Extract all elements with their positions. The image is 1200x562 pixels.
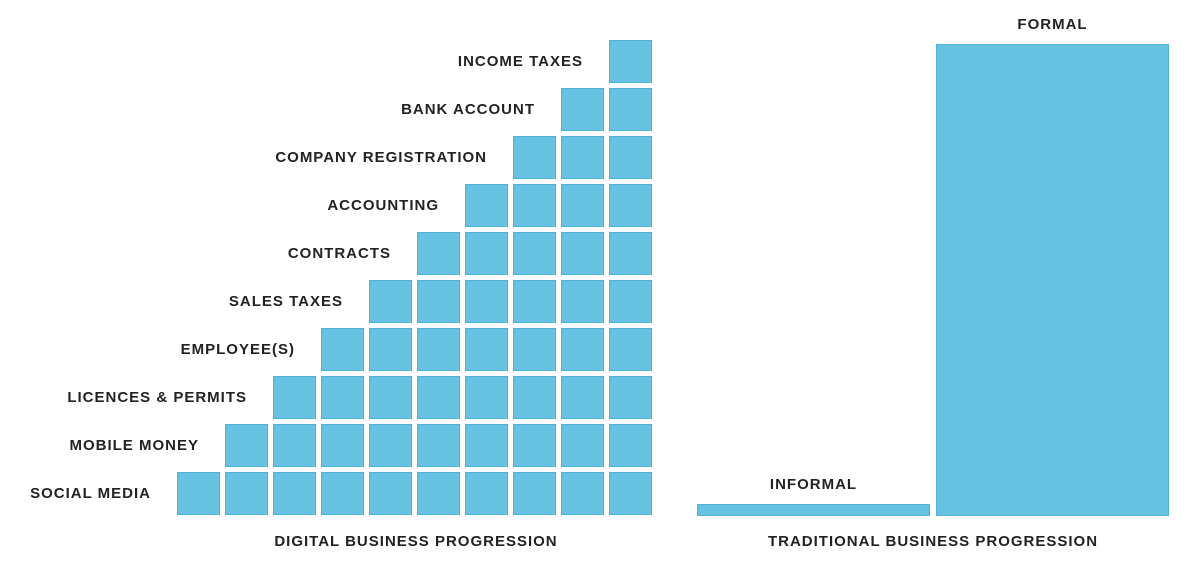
progression-block — [369, 376, 412, 419]
progression-block — [417, 232, 460, 275]
step-label: INCOME TAXES — [457, 53, 583, 70]
progression-block — [369, 472, 412, 515]
progression-block — [513, 136, 556, 179]
progression-block — [513, 232, 556, 275]
progression-block — [225, 424, 268, 467]
progression-block — [465, 376, 508, 419]
progression-block — [273, 376, 316, 419]
progression-block — [321, 424, 364, 467]
step-label: BANK ACCOUNT — [401, 101, 535, 118]
progression-block — [609, 376, 652, 419]
progression-block — [465, 472, 508, 515]
progression-bar — [936, 44, 1169, 516]
progression-block — [609, 40, 652, 83]
progression-block — [513, 280, 556, 323]
progression-block — [369, 424, 412, 467]
progression-block — [561, 232, 604, 275]
progression-block — [465, 424, 508, 467]
progression-block — [369, 280, 412, 323]
digital-caption: DIGITAL BUSINESS PROGRESSION — [274, 533, 558, 550]
progression-block — [609, 136, 652, 179]
progression-block — [465, 184, 508, 227]
progression-block — [609, 424, 652, 467]
progression-block — [609, 280, 652, 323]
progression-block — [609, 472, 652, 515]
step-label: SALES TAXES — [228, 293, 343, 310]
progression-block — [225, 472, 268, 515]
progression-block — [321, 472, 364, 515]
progression-block — [417, 376, 460, 419]
progression-block — [561, 136, 604, 179]
progression-block — [609, 328, 652, 371]
step-label: COMPANY REGISTRATION — [275, 149, 487, 166]
progression-block — [513, 376, 556, 419]
progression-block — [369, 328, 412, 371]
progression-block — [417, 472, 460, 515]
progression-block — [561, 376, 604, 419]
progression-block — [561, 280, 604, 323]
progression-block — [513, 472, 556, 515]
progression-block — [321, 328, 364, 371]
progression-block — [561, 184, 604, 227]
progression-block — [561, 424, 604, 467]
progression-block — [513, 184, 556, 227]
traditional-caption: TRADITIONAL BUSINESS PROGRESSION — [767, 533, 1099, 550]
progression-block — [609, 232, 652, 275]
progression-block — [561, 472, 604, 515]
progression-bar — [697, 504, 930, 516]
progression-block — [417, 280, 460, 323]
bar-label: FORMAL — [1017, 16, 1088, 33]
progression-block — [561, 88, 604, 131]
step-label: ACCOUNTING — [327, 197, 439, 214]
progression-block — [561, 328, 604, 371]
progression-block — [513, 424, 556, 467]
progression-block — [513, 328, 556, 371]
progression-block — [321, 376, 364, 419]
step-label: EMPLOYEE(S) — [180, 341, 295, 358]
progression-block — [417, 424, 460, 467]
progression-block — [609, 88, 652, 131]
progression-block — [177, 472, 220, 515]
progression-block — [273, 424, 316, 467]
bar-label: INFORMAL — [769, 476, 858, 493]
progression-block — [417, 328, 460, 371]
progression-block — [465, 280, 508, 323]
progression-block — [465, 328, 508, 371]
step-label: CONTRACTS — [287, 245, 391, 262]
progression-block — [465, 232, 508, 275]
progression-block — [609, 184, 652, 227]
step-label: MOBILE MONEY — [69, 437, 199, 454]
step-label: SOCIAL MEDIA — [30, 485, 151, 502]
progression-block — [273, 472, 316, 515]
step-label: LICENCES & PERMITS — [67, 389, 247, 406]
